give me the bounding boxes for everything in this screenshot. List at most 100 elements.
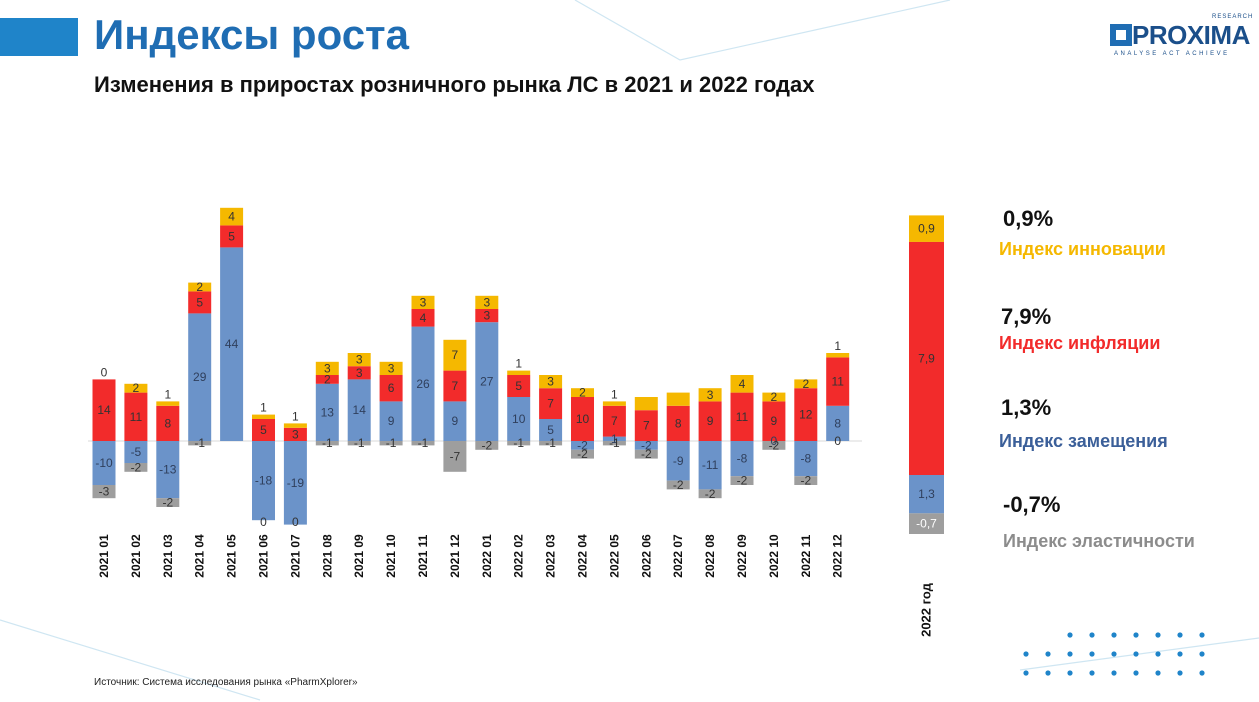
bar-inflation <box>698 401 722 441</box>
x-tick-label: 2022 01 <box>480 534 494 578</box>
label-elasticity: -2 <box>162 496 173 510</box>
x-tick-label: 2022 08 <box>703 534 717 578</box>
label-innovation: 1 <box>292 409 299 423</box>
label-innovation: 1 <box>834 339 841 353</box>
label-innovation: 3 <box>388 361 395 375</box>
label-inflation: 7 <box>611 414 618 428</box>
bar-innovation <box>379 361 403 375</box>
summary-bar-inflation <box>909 241 944 475</box>
label-elasticity: -2 <box>673 478 684 492</box>
bar-elasticity <box>443 441 467 472</box>
label-inflation: 11 <box>130 410 143 424</box>
summary-label-elasticity: -0,7 <box>916 517 937 531</box>
label-elasticity: -1 <box>513 436 524 450</box>
bar-elasticity <box>762 441 786 450</box>
label-inflation: 14 <box>97 403 111 417</box>
bar-innovation <box>315 361 339 375</box>
bar-innovation <box>794 379 818 389</box>
label-replacement: -13 <box>159 463 177 477</box>
label-elasticity: -2 <box>737 474 748 488</box>
summary-bar-innovation <box>909 215 944 242</box>
bar-inflation <box>220 225 244 248</box>
label-innovation: 2 <box>771 390 778 404</box>
bar-inflation <box>443 370 467 402</box>
label-replacement: -18 <box>255 474 273 488</box>
label-elasticity: 0 <box>834 434 841 448</box>
label-replacement: -9 <box>673 454 684 468</box>
label-inflation: 12 <box>799 408 813 422</box>
label-innovation: 3 <box>547 375 554 389</box>
bar-inflation <box>92 379 116 441</box>
label-inflation: 3 <box>483 309 490 323</box>
bar-innovation <box>571 388 594 397</box>
bar-innovation <box>252 414 275 419</box>
x-tick-label: 2022 07 <box>671 534 685 578</box>
bar-elasticity <box>602 441 626 446</box>
label-inflation: 2 <box>324 372 331 386</box>
label-innovation: 3 <box>324 361 331 375</box>
bar-innovation <box>762 392 786 402</box>
x-tick-label: 2021 07 <box>288 534 302 578</box>
bar-replacement <box>188 313 212 441</box>
label-replacement: 8 <box>834 416 841 430</box>
label-innovation: 2 <box>802 377 809 391</box>
x-tick-label: 2021 06 <box>257 534 271 578</box>
bar-inflation <box>188 291 212 314</box>
page-title: Индексы роста <box>94 11 409 58</box>
inflation-percent: 7,9% <box>1001 304 1052 329</box>
summary-label-replacement: 1,3 <box>918 487 935 501</box>
x-tick-label: 2021 04 <box>193 534 207 578</box>
summary-bar-elasticity <box>909 513 944 534</box>
label-replacement: -8 <box>737 452 748 466</box>
bar-innovation <box>602 401 626 406</box>
bar-inflation <box>794 388 818 441</box>
label-elasticity: -2 <box>481 438 492 452</box>
label-elasticity: -1 <box>418 436 429 450</box>
x-tick-label: 2021 01 <box>97 534 111 578</box>
label-elasticity: -7 <box>450 449 461 463</box>
label-elasticity: -2 <box>800 474 811 488</box>
bar-replacement <box>666 441 690 481</box>
bar-innovation <box>411 295 435 309</box>
bar-replacement <box>124 441 148 463</box>
x-tick-label: 2022 03 <box>544 534 558 578</box>
bar-innovation <box>698 388 722 402</box>
label-inflation: 7 <box>547 397 554 411</box>
bar-inflation <box>762 401 786 441</box>
bar-replacement <box>507 397 531 441</box>
label-elasticity: 0 <box>292 515 299 529</box>
label-inflation: 9 <box>771 414 778 428</box>
label-elasticity: -3 <box>99 485 110 499</box>
proxima-logo: PROXIMA RESEARCH ANALYSE ACT ACHIEVE <box>1110 14 1252 62</box>
label-inflation: 5 <box>196 295 203 309</box>
label-elasticity: -2 <box>131 460 142 474</box>
bar-inflation <box>571 397 594 441</box>
label-innovation: 3 <box>356 353 363 367</box>
bar-elasticity <box>571 449 594 459</box>
label-replacement: 1 <box>611 432 618 446</box>
bar-innovation <box>634 397 658 411</box>
label-innovation: 4 <box>739 377 746 391</box>
bar-elasticity <box>475 441 499 450</box>
bar-elasticity <box>92 485 116 499</box>
x-tick-label: 2022 11 <box>799 534 813 577</box>
label-innovation: 2 <box>579 386 586 400</box>
label-replacement: 9 <box>388 414 395 428</box>
bar-elasticity <box>156 498 180 507</box>
bar-replacement <box>156 441 180 499</box>
bar-replacement <box>252 441 275 521</box>
bar-inflation <box>826 357 850 406</box>
bar-elasticity <box>698 489 722 499</box>
bar-replacement <box>602 436 626 441</box>
label-innovation: 3 <box>483 295 490 309</box>
page-subtitle: Изменения в приростах розничного рынка Л… <box>94 72 815 97</box>
label-elasticity: -2 <box>577 447 588 461</box>
bar-inflation <box>124 392 148 441</box>
x-tick-label: 2022 12 <box>831 534 845 578</box>
logo-text: PROXIMA <box>1132 20 1250 50</box>
bar-innovation <box>283 423 307 428</box>
bar-elasticity <box>666 480 690 490</box>
label-inflation: 8 <box>675 416 682 430</box>
bar-inflation <box>283 427 307 441</box>
x-tick-label: 2021 02 <box>129 534 143 578</box>
